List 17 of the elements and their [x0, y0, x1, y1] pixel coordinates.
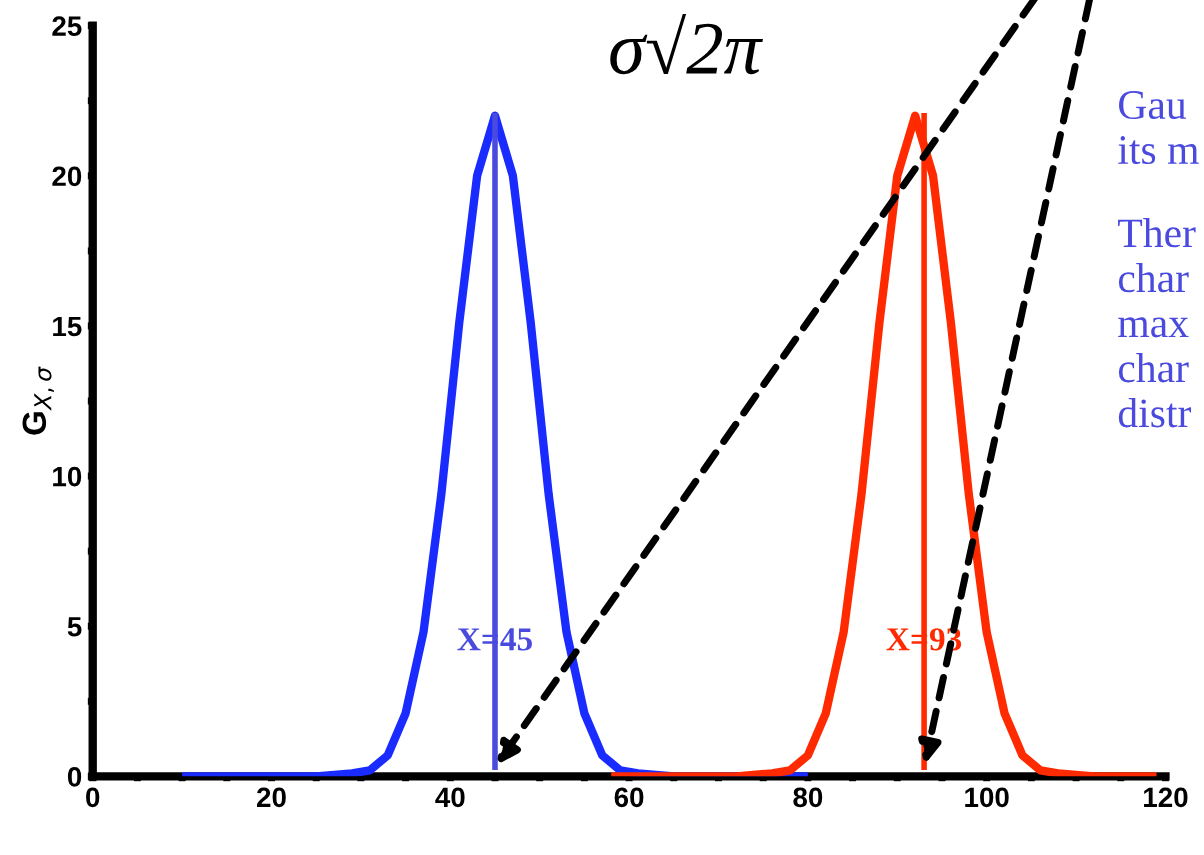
y-tick-label: 15 — [53, 316, 82, 337]
x-tick-label: 120 — [1144, 787, 1188, 808]
annotation: Ther char max char distr — [1118, 218, 1196, 428]
y-tick-label: 0 — [67, 767, 82, 787]
y-tick-label: 20 — [52, 166, 82, 187]
y-tick-label: 5 — [67, 617, 82, 637]
annotation: σ√2π — [610, 14, 763, 75]
annotation: Gau its m — [1118, 91, 1199, 165]
x-tick-label: 40 — [435, 787, 465, 808]
y-tick-label: 25 — [52, 16, 82, 36]
y-axis-title: G$_{X,σ}$ — [22, 366, 54, 435]
y-tick-label: 10 — [53, 466, 82, 487]
x-tick-label: 0 — [86, 787, 100, 808]
x-tick-label: 60 — [614, 787, 644, 808]
x-tick-label: 100 — [965, 787, 1009, 808]
x-tick-label: 20 — [257, 787, 286, 808]
x-tick-label: 80 — [793, 787, 823, 808]
